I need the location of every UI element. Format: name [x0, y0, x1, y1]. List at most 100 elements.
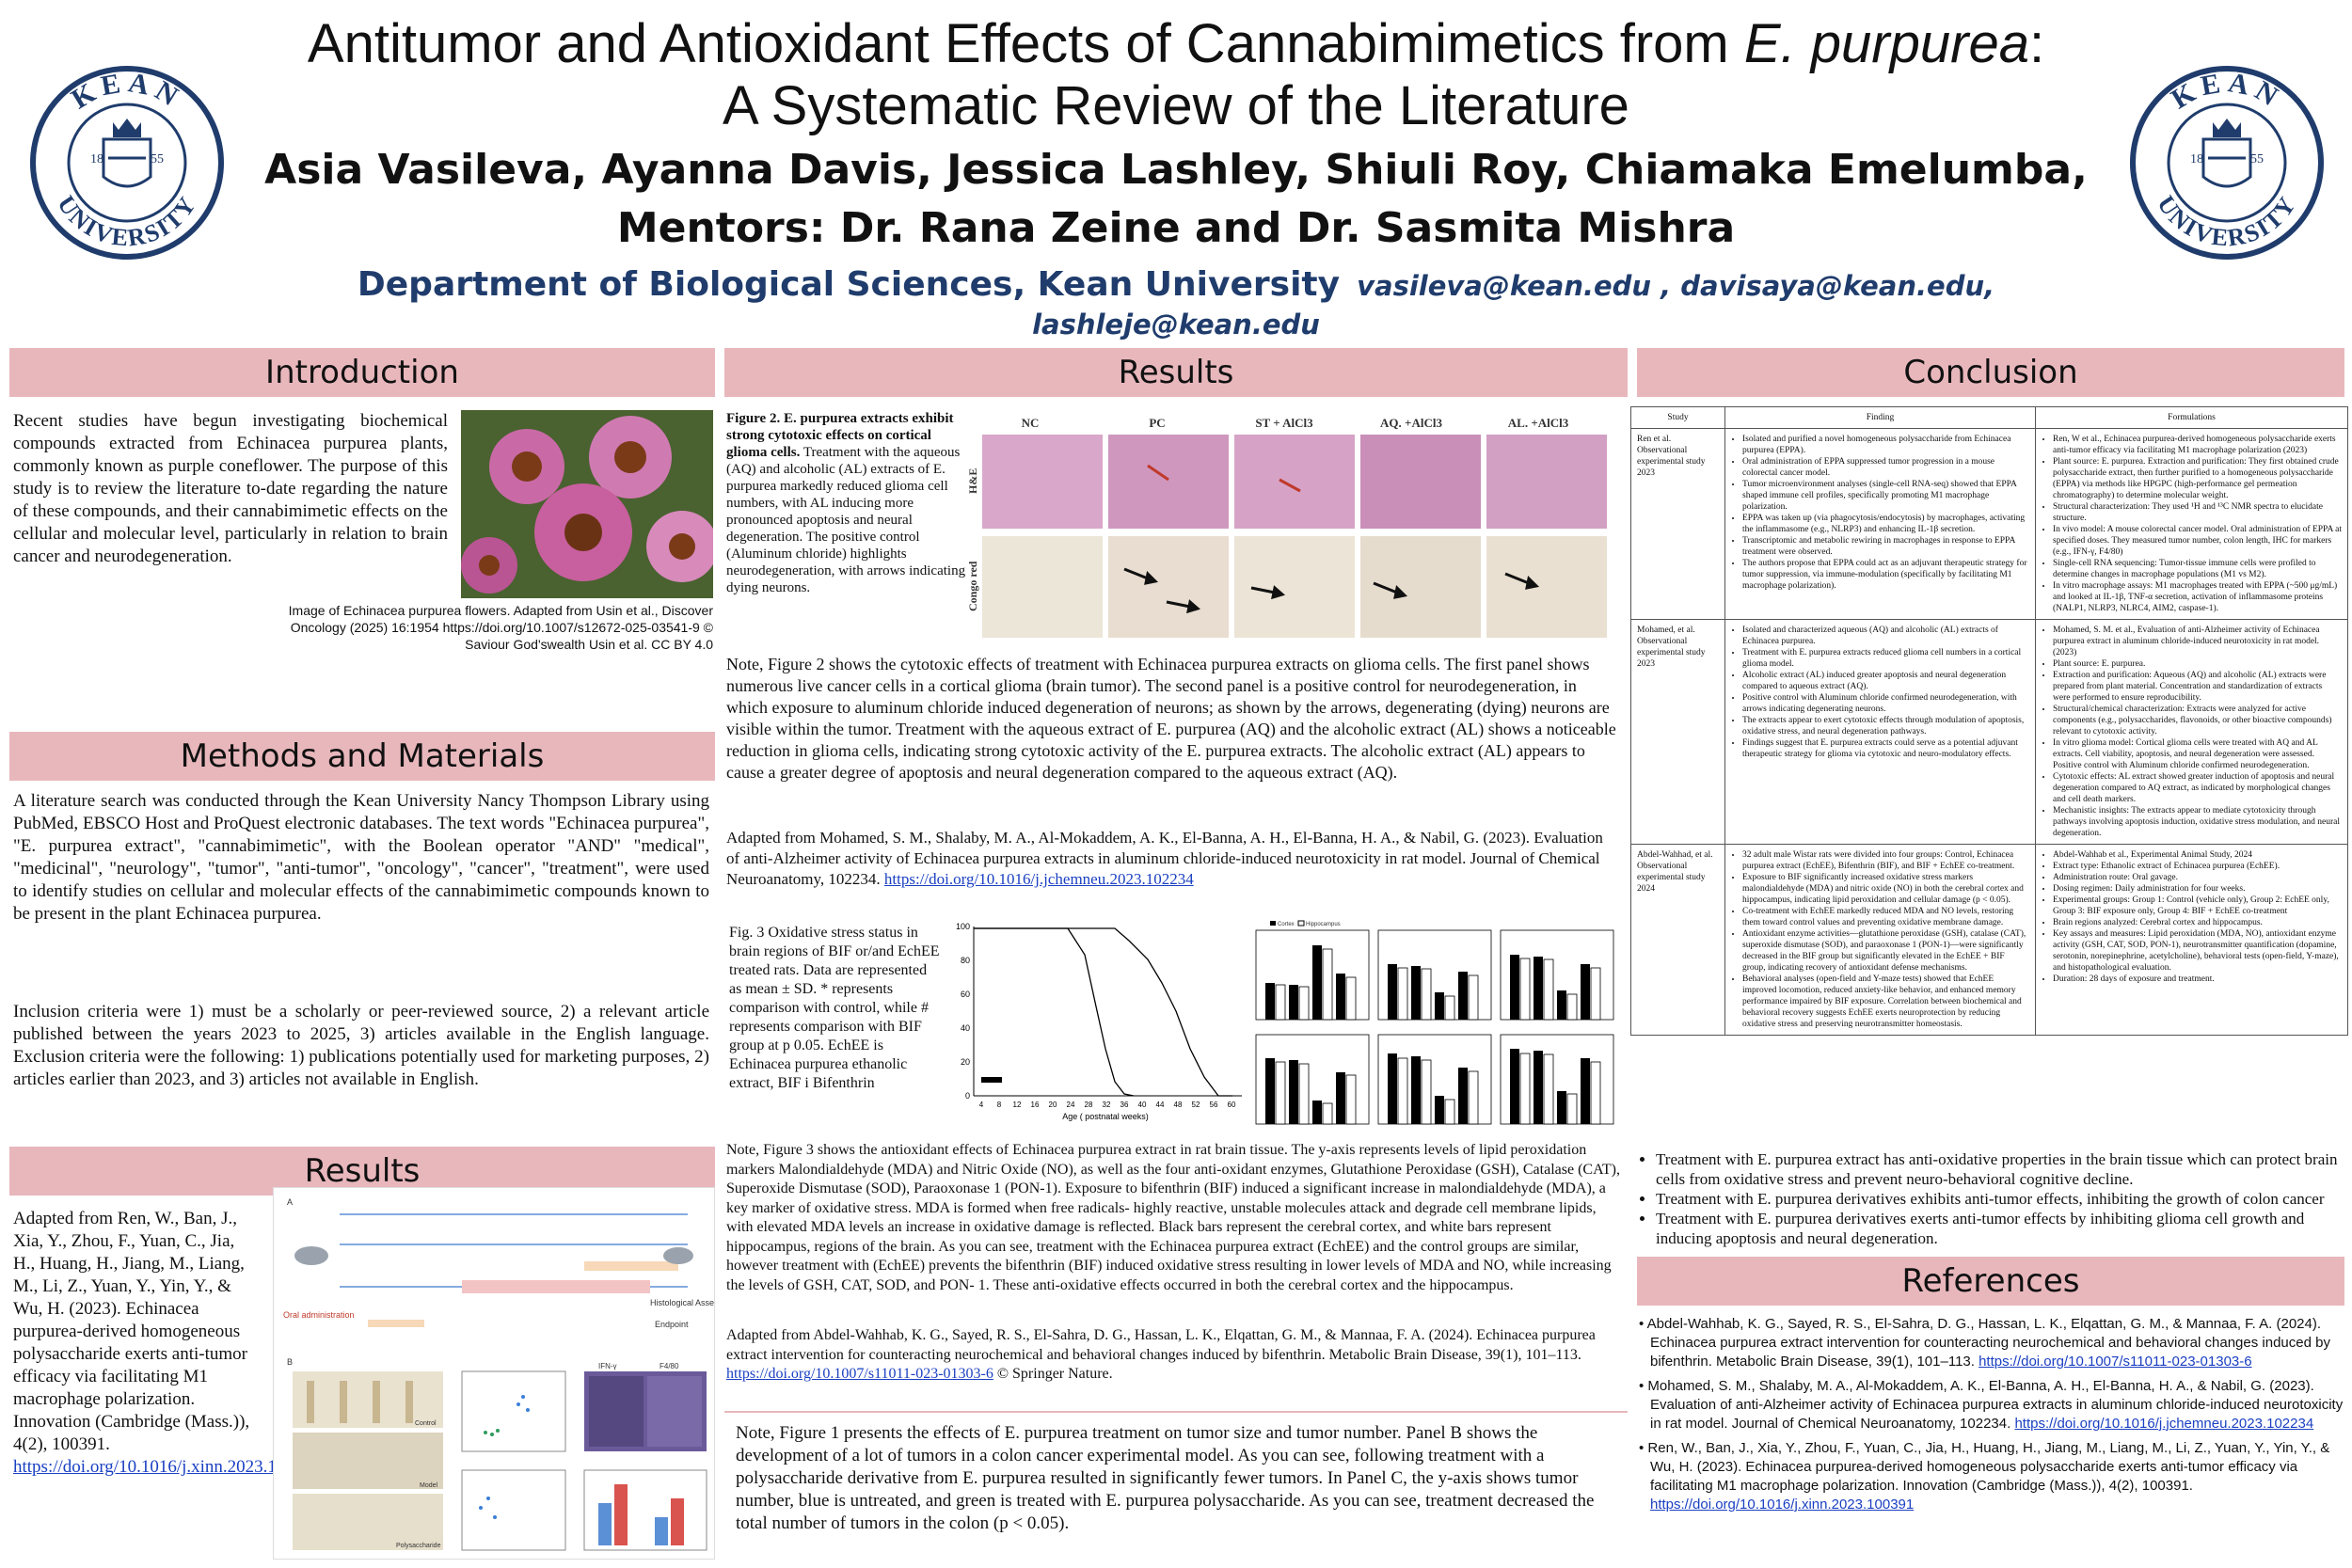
introduction-text: Recent studies have begun investigating …	[13, 411, 448, 566]
table-header-study: Study	[1630, 406, 1725, 429]
reference-item: • Abdel-Wahhab, K. G., Sayed, R. S., El-…	[1639, 1316, 2330, 1370]
conclusion-table: Study Finding Formulations Ren et al. Ob…	[1630, 406, 2348, 1036]
svg-text:Age ( postnatal weeks): Age ( postnatal weeks)	[1062, 1112, 1149, 1121]
svg-text:56: 56	[1210, 1101, 1218, 1109]
reference-link[interactable]: https://doi.org/10.1016/j.jchemneu.2023.…	[2014, 1416, 2314, 1432]
list-item: Treatment with E. purpurea extract has a…	[1656, 1149, 2344, 1189]
department-line: Department of Biological Sciences, Kean …	[357, 265, 1995, 341]
table-row: Mohamed, et al. Observational experiment…	[1630, 619, 2348, 845]
svg-text:Congo red: Congo red	[969, 561, 979, 611]
poster-header: KEAN UNIVERSITY 18 55 Antitumor and Anti…	[0, 0, 2352, 341]
svg-text:20: 20	[1049, 1101, 1057, 1109]
figure-2-caption: Figure 2. E. purpurea extracts exhibit s…	[726, 411, 966, 595]
figure-2-note: Note, Figure 2 shows the cytotoxic effec…	[726, 655, 1616, 782]
svg-text:Model: Model	[420, 1482, 438, 1489]
references-heading: References	[1637, 1257, 2344, 1306]
svg-text:Polysaccharide: Polysaccharide	[396, 1543, 441, 1549]
svg-text:Histological Assessment: Histological Assessment	[650, 1298, 715, 1307]
svg-text:60: 60	[1228, 1101, 1236, 1109]
svg-text:24: 24	[1067, 1101, 1075, 1109]
svg-text:48: 48	[1174, 1101, 1183, 1109]
abdel-wahhab-citation: Adapted from Abdel-Wahhab, K. G., Sayed,…	[726, 1327, 1596, 1382]
svg-text:52: 52	[1192, 1101, 1200, 1109]
colon-tissue-images	[293, 1371, 443, 1550]
table-header-row: Study Finding Formulations	[1630, 406, 2348, 429]
svg-text:18: 18	[2190, 152, 2203, 166]
svg-text:100: 100	[956, 922, 970, 931]
svg-text:H&E: H&E	[969, 468, 979, 494]
svg-text:20: 20	[961, 1057, 970, 1067]
svg-text:Control: Control	[415, 1420, 437, 1427]
flower-icon	[461, 416, 713, 594]
mentors-line: Mentors: Dr. Rana Zeine and Dr. Sasmita …	[616, 204, 1736, 252]
divider	[724, 1411, 1628, 1413]
svg-text:12: 12	[1013, 1101, 1022, 1109]
svg-text:A: A	[287, 1197, 293, 1207]
table-header-formulations: Formulations	[2035, 406, 2348, 429]
svg-text:ST + AlCl3: ST + AlCl3	[1255, 416, 1313, 430]
congo-red-stain-images	[982, 536, 1607, 638]
poster-title: Antitumor and Antioxidant Effects of Can…	[307, 13, 2045, 136]
figure-1-note: Note, Figure 1 presents the effects of E…	[736, 1423, 1595, 1533]
ren-citation: Adapted from Ren, W., Ban, J., Xia, Y., …	[13, 1209, 322, 1477]
methods-heading: Methods and Materials	[9, 732, 715, 781]
he-stain-images	[982, 435, 1607, 529]
reference-item: • Ren, W., Ban, J., Xia, Y., Zhou, F., Y…	[1639, 1440, 2330, 1513]
svg-text:0: 0	[965, 1091, 970, 1101]
mohamed-doi-link[interactable]: https://doi.org/10.1016/j.jchemneu.2023.…	[883, 870, 1194, 888]
figure-3-caption: Fig. 3 Oxidative stress status in brain …	[729, 925, 940, 1091]
ren-doi-link[interactable]: https://doi.org/10.1016/j.xinn.2023.1003…	[13, 1457, 322, 1477]
svg-text:32: 32	[1103, 1101, 1111, 1109]
svg-text:Endpoint: Endpoint	[655, 1320, 689, 1329]
reference-link[interactable]: https://doi.org/10.1016/j.xinn.2023.1003…	[1650, 1497, 1915, 1513]
svg-text:80: 80	[961, 956, 970, 965]
table-row: Abdel-Wahhad, et al. Observational exper…	[1630, 844, 2348, 1036]
mouse-icon	[294, 1246, 693, 1265]
svg-text:55: 55	[151, 152, 164, 166]
kean-university-seal-logo: KEAN UNIVERSITY 18 55	[30, 66, 224, 260]
svg-text:Oral administration: Oral administration	[283, 1310, 355, 1320]
svg-text:28: 28	[1085, 1101, 1093, 1109]
reference-link[interactable]: https://doi.org/10.1007/s11011-023-01303…	[1979, 1354, 2252, 1370]
table-header-finding: Finding	[1724, 406, 2036, 429]
svg-text:60: 60	[961, 990, 970, 999]
results-middle-heading: Results	[724, 348, 1628, 397]
svg-text:Cortex: Cortex	[1278, 922, 1295, 927]
flower-image-caption: Image of Echinacea purpurea flowers. Ada…	[288, 603, 713, 652]
svg-text:Hippocampus: Hippocampus	[1306, 922, 1341, 927]
svg-text:PC: PC	[1149, 416, 1165, 430]
arrow-icon	[1123, 567, 1540, 614]
conclusion-heading: Conclusion	[1637, 348, 2344, 397]
echinacea-flower-image	[461, 410, 713, 598]
kean-university-seal-logo-right: KEAN UNIVERSITY 18 55	[2130, 66, 2324, 260]
svg-text:36: 36	[1120, 1101, 1129, 1109]
svg-text:AQ. +AlCl3: AQ. +AlCl3	[1380, 416, 1442, 430]
list-item: Treatment with E. purpurea derivatives e…	[1656, 1189, 2344, 1209]
abdel-wahhab-doi-link[interactable]: https://doi.org/10.1007/s11011-023-01303…	[726, 1366, 993, 1382]
introduction-heading: Introduction	[9, 348, 715, 397]
svg-text:F4/80: F4/80	[660, 1362, 679, 1370]
figure-3-bar-charts: Cortex Hippocampus	[1247, 917, 1623, 1133]
svg-text:B: B	[287, 1357, 293, 1367]
list-item: Treatment with E. purpurea derivatives e…	[1656, 1209, 2344, 1248]
figure-2-histology-panel: NC PC ST + AlCl3 AQ. +AlCl3 AL. +AlCl3 H…	[969, 414, 1623, 641]
contact-emails: vasileva@kean.edu , davisaya@kean.edu, l…	[1032, 270, 1995, 341]
reference-item: • Mohamed, S. M., Shalaby, M. A., Al-Mok…	[1639, 1378, 2344, 1432]
figure-3-line-chart: 0 20 40 60 80 100 4 8 12 16 20 24 28 32 …	[946, 917, 1247, 1124]
methods-paragraph-1: A literature search was conducted throug…	[13, 791, 709, 924]
svg-text:NC: NC	[1022, 416, 1040, 430]
references-list: • Abdel-Wahhab, K. G., Sayed, R. S., El-…	[1637, 1315, 2344, 1520]
figure-3-note: Note, Figure 3 shows the antioxidant eff…	[726, 1142, 1620, 1293]
svg-text:8: 8	[997, 1101, 1002, 1109]
svg-text:40: 40	[1138, 1101, 1147, 1109]
conclusion-bullets: Treatment with E. purpurea extract has a…	[1637, 1149, 2344, 1248]
mohamed-citation: Adapted from Mohamed, S. M., Shalaby, M.…	[726, 829, 1603, 888]
svg-text:40: 40	[961, 1023, 970, 1033]
svg-text:44: 44	[1156, 1101, 1165, 1109]
svg-text:55: 55	[2250, 152, 2264, 166]
methods-paragraph-2: Inclusion criteria were 1) must be a sch…	[13, 1002, 709, 1089]
author-list: Asia Vasileva, Ayanna Davis, Jessica Las…	[169, 141, 2183, 258]
svg-text:16: 16	[1031, 1101, 1040, 1109]
figure-1-panel: A Oral administration Histological Asses…	[273, 1187, 715, 1560]
svg-text:AL. +AlCl3: AL. +AlCl3	[1508, 416, 1569, 430]
